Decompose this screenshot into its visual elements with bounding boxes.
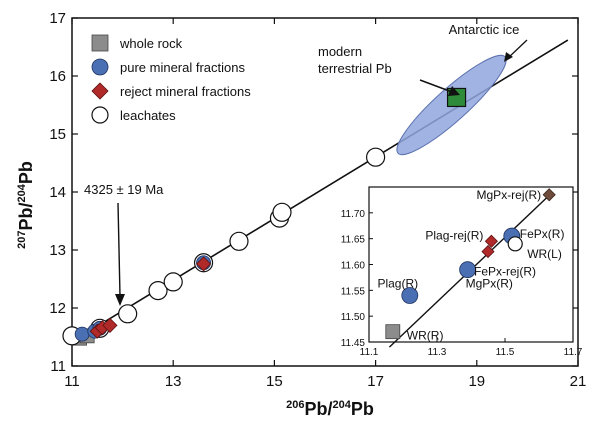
inset-x-tick-label: 11.1 <box>360 347 379 358</box>
inset-point <box>484 234 498 248</box>
inset-x-tick-label: 11.5 <box>496 347 515 358</box>
y-title-main: Pb/ <box>16 203 36 231</box>
annotation-age: 4325 ± 19 Ma <box>84 182 164 197</box>
point-pure-mineral-fractions <box>74 326 90 342</box>
inset-x-tick-label: 11.7 <box>564 347 583 358</box>
x-tick-label: 19 <box>468 373 485 390</box>
antarctic-arrow-head <box>504 52 513 62</box>
y-axis-title: 207Pb/204Pb <box>16 161 36 249</box>
x-title-sup: 204 <box>333 399 352 411</box>
annotations: Antarctic ice modern terrestrial Pb 4325 ± … <box>84 22 528 306</box>
legend-label: reject mineral fractions <box>120 84 251 99</box>
y-title-post: Pb <box>16 161 36 184</box>
x-title-pre-sup: 206 <box>286 399 304 411</box>
y-tick-label: 13 <box>49 242 66 259</box>
inset-chart: 11.1 11.3 11.5 11.7 11.45 11.50 11.55 11.60 11.6… <box>341 186 583 358</box>
inset-point-label: MgPx-rej(R) <box>477 188 542 202</box>
inset-point-label: MgPx(R) <box>466 277 513 291</box>
y-tick-label: 17 <box>49 10 66 27</box>
x-tick-label: 11 <box>64 373 80 390</box>
annotation-modern: modern <box>318 44 362 59</box>
legend-marker <box>91 82 109 100</box>
x-title-main: Pb/ <box>304 399 332 419</box>
x-tick-label: 15 <box>266 373 283 390</box>
y-tick-label: 16 <box>49 68 66 85</box>
data-points <box>62 87 467 346</box>
annotation-antarctic-ice: Antarctic ice <box>449 22 520 37</box>
point-leachates <box>366 147 386 167</box>
point-reject-mineral-fractions <box>195 256 212 272</box>
inset-point-label: Plag(R) <box>377 277 418 291</box>
antarctic-arrow-line <box>507 39 528 59</box>
inset-y-tick-label: 11.45 <box>341 338 366 349</box>
inset-y-tick-label: 11.65 <box>341 235 366 246</box>
y-tick-label: 11 <box>50 358 66 375</box>
legend-label: whole rock <box>119 36 183 51</box>
legend-marker <box>91 34 109 52</box>
y-tick-label: 15 <box>49 126 66 143</box>
point-leachates <box>148 281 168 301</box>
age-arrow-line <box>117 202 121 297</box>
point-leachates <box>118 304 138 324</box>
y-tick-label: 12 <box>49 300 66 317</box>
x-tick-label: 21 <box>570 373 587 390</box>
annotation-terrestrial-pb: terrestrial Pb <box>318 61 392 76</box>
legend-label: leachates <box>120 108 176 123</box>
inset-point <box>401 287 419 304</box>
inset-x-tick-label: 11.3 <box>428 347 447 358</box>
inset-y-tick-label: 11.50 <box>341 312 366 323</box>
point-leachates <box>163 272 183 292</box>
x-title-post: Pb <box>351 399 374 419</box>
modern-arrow-head <box>448 86 460 96</box>
y-tick-label: 14 <box>49 184 66 201</box>
y-title-sup: 204 <box>16 183 28 202</box>
point-reject-mineral-fractions <box>102 317 118 333</box>
point-leachates <box>229 231 249 251</box>
inset-point-label: WR(R) <box>407 329 444 343</box>
inset-y-tick-label: 11.60 <box>341 261 366 272</box>
inset-point-label: WR(L) <box>527 247 562 261</box>
legend: whole rock pure mineral fractions reject m… <box>91 34 251 124</box>
inset-point <box>481 245 495 259</box>
legend-marker <box>91 58 109 76</box>
x-axis-title: 206Pb/204Pb <box>286 399 374 419</box>
inset-point-label: Plag-rej(R) <box>425 228 483 242</box>
modern-arrow-line <box>419 79 453 93</box>
inset-point-label: FePx(R) <box>520 227 565 241</box>
inset-point <box>459 261 477 279</box>
y-title-pre-sup: 207 <box>16 231 28 249</box>
inset-point <box>385 324 401 340</box>
legend-marker <box>91 106 109 124</box>
x-tick-label: 17 <box>367 373 384 390</box>
inset-point <box>507 236 523 252</box>
age-arrow-head <box>115 294 125 306</box>
inset-y-tick-label: 11.70 <box>341 209 366 220</box>
inset-y-tick-label: 11.55 <box>341 286 366 297</box>
point-leachates <box>272 202 292 222</box>
main-axes: 11 13 15 17 19 21 11 12 13 14 15 16 17 <box>49 10 586 390</box>
x-tick-label: 13 <box>165 373 182 390</box>
inset-point <box>542 188 556 202</box>
inset-point-label: FePx-rej(R) <box>474 265 536 279</box>
legend-label: pure mineral fractions <box>120 60 245 75</box>
